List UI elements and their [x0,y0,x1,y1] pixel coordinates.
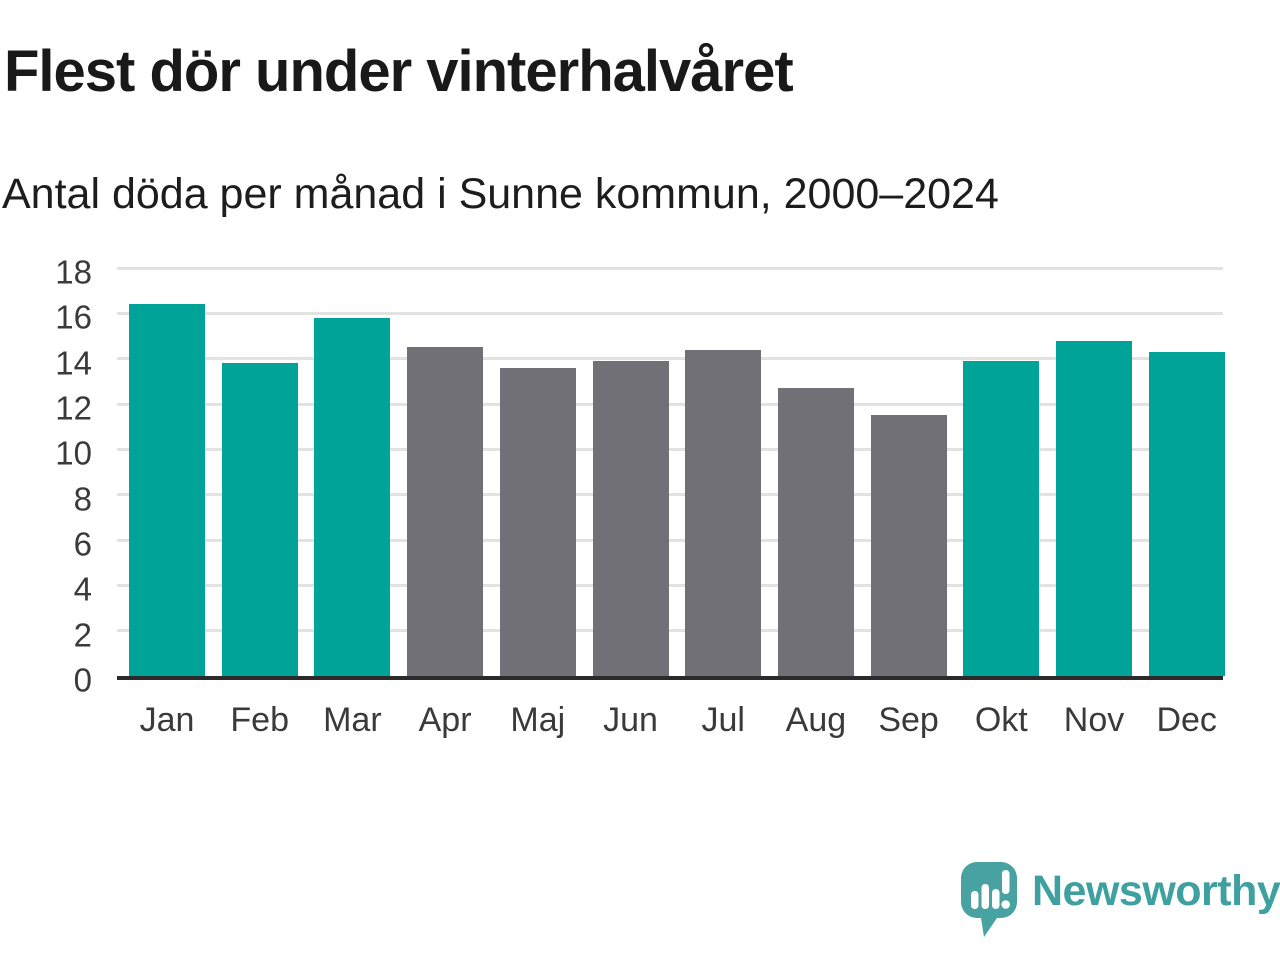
chart-subtitle: Antal döda per månad i Sunne kommun, 200… [2,170,999,218]
bar-okt [963,360,1040,676]
bar-feb [221,363,298,676]
y-tick-label: 2 [73,616,92,654]
bar-mar [314,317,391,676]
gridline [117,357,1223,361]
x-tick-label: Jun [603,701,658,739]
gridline [117,311,1223,315]
y-tick-label: 6 [73,525,92,563]
y-axis: 0 2 4 6 8 10 12 14 16 18 [0,256,92,697]
y-tick-label: 14 [55,344,92,382]
gridline [117,493,1223,497]
bar-aug [777,388,854,676]
x-tick-label: Jan [139,701,195,739]
newsworthy-logo: Newsworthy [961,862,1280,940]
x-tick-label: Dec [1156,701,1217,739]
y-tick-label: 4 [73,570,92,608]
y-tick-label: 0 [73,661,92,699]
chart-title: Flest dör under vinterhalvåret [4,39,794,104]
x-tick-label: Sep [878,701,939,739]
gridline [117,447,1223,451]
y-tick-label: 8 [73,480,92,518]
gridline [117,629,1223,633]
gridline [117,538,1223,542]
bar-jun [592,360,669,676]
x-tick-label: Mar [323,701,382,739]
gridline [117,266,1223,270]
x-tick-label: Apr [418,701,472,739]
x-tick-label: Maj [510,701,566,739]
bar-nov [1056,340,1132,676]
gridline [117,583,1223,587]
bar-dec [1148,351,1225,676]
newsworthy-speech-bubble-icon [961,862,1017,937]
x-tick-label: Nov [1063,701,1125,739]
gridline [117,402,1223,406]
plot-area [117,266,1225,680]
x-tick-label: Feb [230,701,289,739]
y-tick-label: 10 [55,434,92,472]
x-axis: Jan Feb Mar Apr Maj Jun Jul Aug Sep Okt Nov Dec [117,700,1223,750]
x-tick-label: Jul [701,701,745,739]
y-tick-label: 16 [55,298,92,336]
bar-sep [870,415,947,676]
bar-jul [685,349,762,676]
x-tick-label: Aug [785,701,847,739]
bar-jan [129,304,205,676]
y-tick-label: 18 [55,253,92,291]
y-tick-label: 12 [55,389,92,427]
bar-apr [407,347,484,676]
x-tick-label: Okt [974,701,1028,739]
brand-wordmark: Newsworthy [1032,867,1280,915]
bar-maj [499,367,576,676]
